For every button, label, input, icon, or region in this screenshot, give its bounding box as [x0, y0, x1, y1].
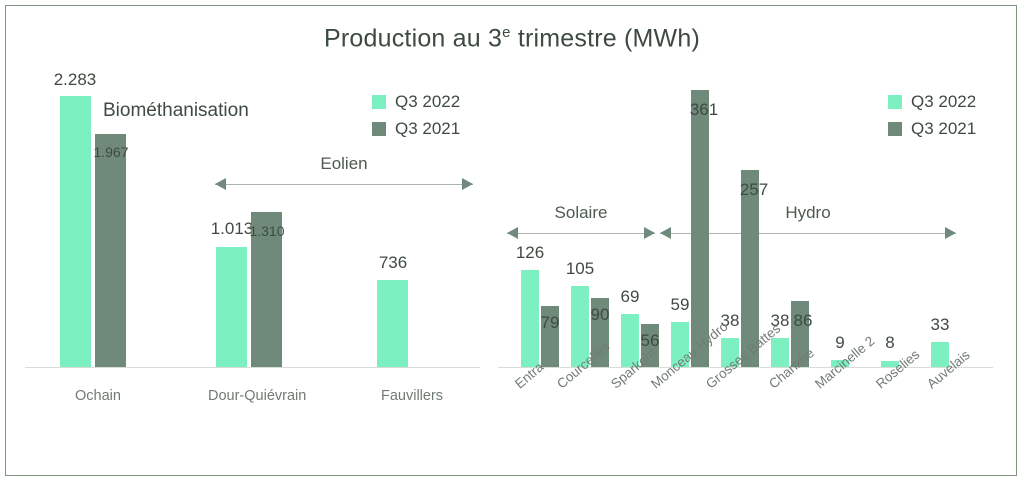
bar-right-marcinelle-2-q3-2022 [831, 360, 849, 367]
legend-label-q3-2022-right: Q3 2022 [911, 92, 977, 111]
bar-label-right-sparkoh-q3-2022: 69 [620, 287, 640, 306]
bar-label-right-grosses-battes-q3-2022: 38 [720, 311, 740, 330]
bar-right-monceau-hydro-q3-2021 [691, 90, 709, 367]
annotation-solaire-line [507, 233, 655, 235]
bar-right-sparkoh-q3-2022 [621, 314, 639, 367]
chart-frame [5, 5, 1017, 476]
bar-left-dour-quievrain-q3-2021 [251, 212, 282, 367]
bar-label-right-chanxhe-q3-2022: 38 [770, 311, 790, 330]
legend-swatch-q3-2022-right [888, 95, 902, 109]
annotation-hydro-line [660, 233, 956, 235]
bar-label-right-grosses-battes-q3-2021: 257 [739, 180, 769, 199]
bar-right-entra-q3-2022 [521, 270, 539, 367]
bar-label-right-roselies-q3-2022: 8 [885, 333, 895, 352]
bar-label-left-dour-quievrain-q3-2021: 1.310 [249, 223, 285, 239]
legend-label-q3-2021: Q3 2021 [395, 119, 461, 138]
bar-right-sparkoh-q3-2021 [641, 324, 659, 367]
category-label-right-roselies: Roselies [873, 346, 923, 392]
bar-left-ochain-q3-2022 [60, 96, 91, 367]
annotation-eolien-arrow-right [462, 178, 473, 190]
bar-label-left-ochain-q3-2022: 2.283 [53, 70, 97, 89]
bar-label-right-auvelais-q3-2022: 33 [930, 315, 950, 334]
bar-right-auvelais-q3-2022 [931, 342, 949, 367]
legend-swatch-q3-2021-right [888, 122, 902, 136]
annotation-hydro-arrow-left [660, 227, 671, 239]
annotation-eolien-line [215, 184, 473, 186]
bar-label-right-chanxhe-q3-2021: 86 [793, 311, 813, 330]
bar-right-chanxhe-q3-2022 [771, 338, 789, 367]
bar-right-monceau-hydro-q3-2022 [671, 322, 689, 367]
annotation-solaire-arrow-left [507, 227, 518, 239]
axis-baseline-left [25, 367, 480, 368]
chart-right: Q3 2022 Q3 2021 Solaire Hydro 126 79 105… [490, 0, 1024, 483]
bar-label-right-monceau-hydro-q3-2021: 361 [689, 100, 719, 119]
bar-label-right-entra-q3-2021: 79 [540, 313, 560, 332]
axis-baseline-right [498, 367, 993, 368]
legend-item-q3-2022: Q3 2022 [372, 92, 460, 112]
bar-right-chanxhe-q3-2021 [791, 301, 809, 367]
category-label-right-entra: Entra [512, 359, 547, 392]
legend-right: Q3 2022 Q3 2021 [888, 92, 976, 146]
legend-item-q3-2021: Q3 2021 [372, 119, 460, 139]
annotation-eolien-group: Eolien [215, 154, 473, 191]
legend-left: Q3 2022 Q3 2021 [372, 92, 460, 146]
annotation-biomethanisation: Biométhanisation [103, 100, 249, 121]
page-title-superscript: e [502, 24, 511, 41]
annotation-solaire-label: Solaire [554, 203, 608, 222]
bar-label-left-dour-quievrain-q3-2022: 1.013 [210, 219, 254, 238]
bar-label-right-marcinelle-2-q3-2022: 9 [835, 333, 845, 352]
annotation-hydro-arrow-right [945, 227, 956, 239]
annotation-solaire-group: Solaire [507, 203, 655, 240]
category-label-left-ochain: Ochain [75, 388, 121, 404]
bar-right-grosses-battes-q3-2022 [721, 338, 739, 367]
legend-item-q3-2022-right: Q3 2022 [888, 92, 976, 112]
bar-label-left-fauvillers-q3-2022: 736 [378, 253, 408, 272]
category-label-left-dour-quievrain: Dour-Quiévrain [208, 388, 307, 404]
bar-right-entra-q3-2021 [541, 306, 559, 367]
bar-left-fauvillers-q3-2022 [377, 280, 408, 367]
category-label-left-fauvillers: Fauvillers [381, 388, 444, 404]
bar-right-courcelles-q3-2022 [571, 286, 589, 367]
bar-label-right-monceau-hydro-q3-2022: 59 [670, 295, 690, 314]
bar-label-right-courcelles-q3-2021: 90 [590, 305, 610, 324]
legend-swatch-q3-2021 [372, 122, 386, 136]
legend-item-q3-2021-right: Q3 2021 [888, 119, 976, 139]
bar-label-right-courcelles-q3-2022: 105 [565, 259, 595, 278]
page-title-rest: trimestre (MWh) [510, 24, 700, 53]
page-title: Production au 3e trimestre (MWh) [0, 24, 1024, 53]
bar-right-roselies-q3-2022 [881, 361, 899, 367]
bar-right-grosses-battes-q3-2021 [741, 170, 759, 367]
bar-right-courcelles-q3-2021 [591, 298, 609, 367]
bar-left-ochain-q3-2021 [95, 134, 126, 367]
annotation-eolien-label: Eolien [320, 154, 368, 173]
legend-swatch-q3-2022 [372, 95, 386, 109]
annotation-eolien-arrow-left [215, 178, 226, 190]
chart-left: Q3 2022 Q3 2021 Biométhanisation Eolien … [0, 0, 500, 483]
legend-label-q3-2022: Q3 2022 [395, 92, 461, 111]
bar-label-right-sparkoh-q3-2021: 56 [640, 331, 660, 350]
annotation-solaire-arrow-right [644, 227, 655, 239]
annotation-hydro-label: Hydro [785, 203, 831, 222]
legend-label-q3-2021-right: Q3 2021 [911, 119, 977, 138]
page-title-main: Production au 3 [324, 24, 503, 53]
bar-label-left-ochain-q3-2021: 1.967 [93, 144, 129, 160]
bar-label-right-entra-q3-2022: 126 [515, 243, 545, 262]
bar-left-dour-quievrain-q3-2022 [216, 247, 247, 367]
annotation-hydro-group: Hydro [660, 203, 956, 240]
